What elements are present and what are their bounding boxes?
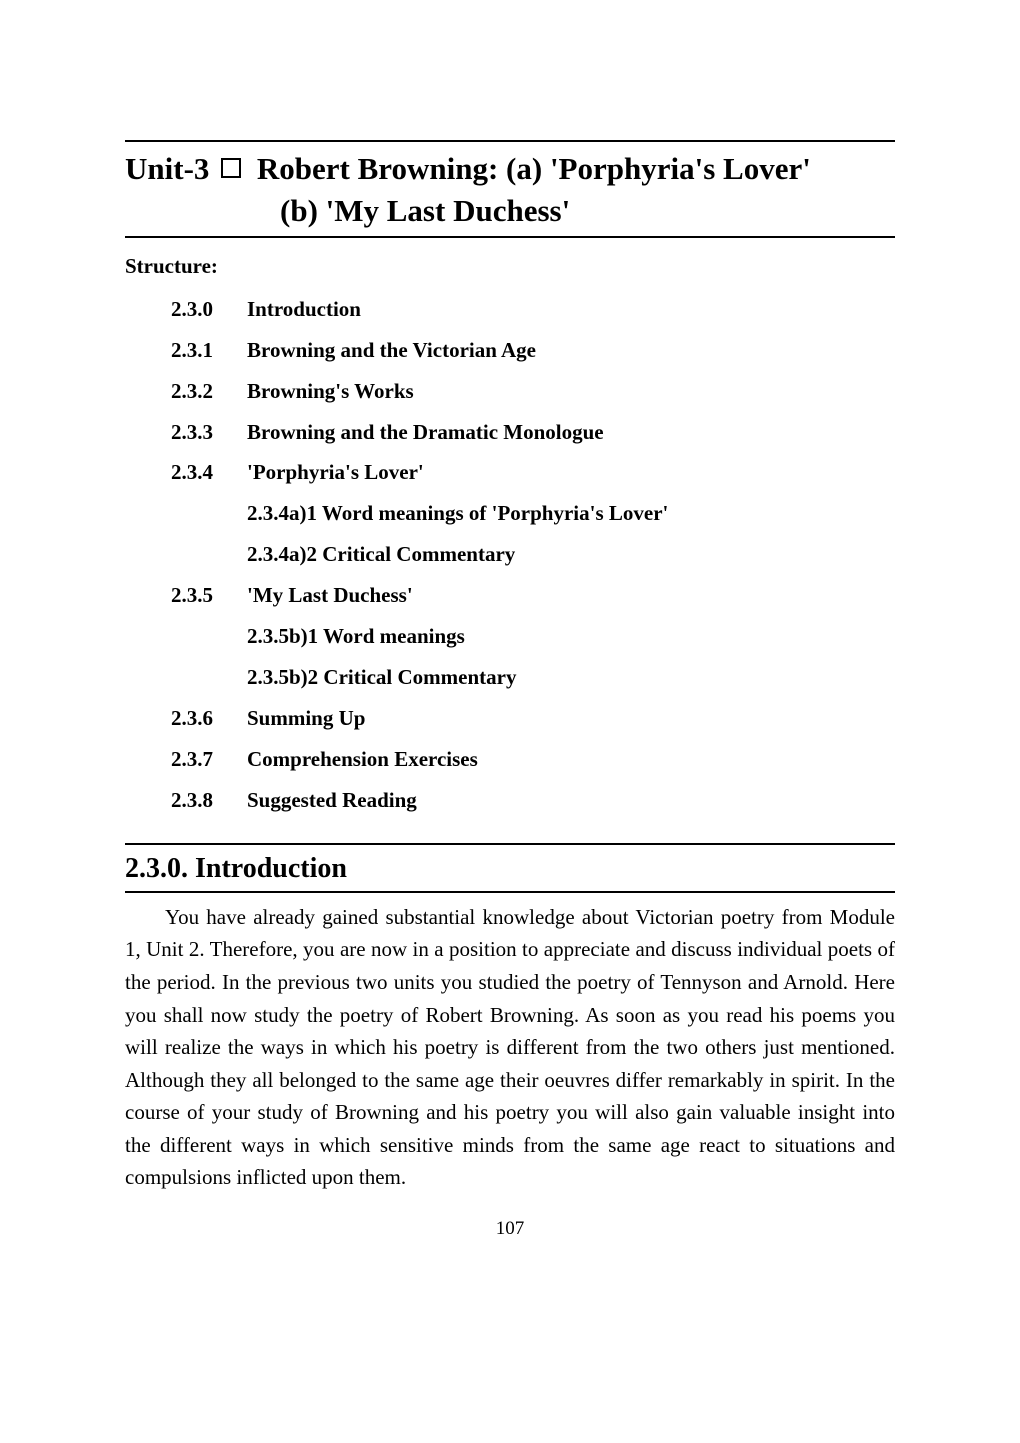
unit-title-line-a: Robert Browning: (a) 'Porphyria's Lover': [257, 151, 811, 186]
toc-num: 2.3.7: [171, 739, 247, 780]
page-number: 107: [125, 1218, 895, 1240]
toc-num: 2.3.5: [171, 575, 247, 616]
toc-num: 2.3.0: [171, 289, 247, 330]
section-heading: 2.3.0. Introduction: [125, 853, 895, 885]
toc-item: 2.3.2 Browning's Works: [171, 371, 895, 412]
toc-item: 2.3.4 'Porphyria's Lover': [171, 452, 895, 493]
rule-top: [125, 140, 895, 142]
toc-item: 2.3.0 Introduction: [171, 289, 895, 330]
toc-num: 2.3.3: [171, 412, 247, 453]
toc-text: Browning and the Victorian Age: [247, 330, 895, 371]
unit-label: Unit-3: [125, 148, 209, 190]
toc-item: 2.3.6 Summing Up: [171, 698, 895, 739]
toc-num: 2.3.8: [171, 780, 247, 821]
toc: 2.3.0 Introduction 2.3.1 Browning and th…: [171, 289, 895, 821]
square-bullet-icon: [221, 158, 241, 178]
toc-subitem: 2.3.5b)2 Critical Commentary: [247, 657, 895, 698]
toc-text: Comprehension Exercises: [247, 739, 895, 780]
toc-text: Introduction: [247, 289, 895, 330]
toc-item: 2.3.8 Suggested Reading: [171, 780, 895, 821]
toc-subitem: 2.3.4a)1 Word meanings of 'Porphyria's L…: [247, 493, 895, 534]
toc-subitem: 2.3.4a)2 Critical Commentary: [247, 534, 895, 575]
toc-item: 2.3.3 Browning and the Dramatic Monologu…: [171, 412, 895, 453]
toc-item: 2.3.1 Browning and the Victorian Age: [171, 330, 895, 371]
toc-num: 2.3.6: [171, 698, 247, 739]
unit-title: Unit-3 Robert Browning: (a) 'Porphyria's…: [125, 148, 895, 232]
toc-num: 2.3.4: [171, 452, 247, 493]
toc-text: Browning and the Dramatic Monologue: [247, 412, 895, 453]
section-body: You have already gained substantial know…: [125, 901, 895, 1194]
structure-label: Structure:: [125, 254, 895, 279]
unit-title-line-b: (b) 'My Last Duchess': [125, 190, 895, 232]
toc-text: Summing Up: [247, 698, 895, 739]
toc-text: Suggested Reading: [247, 780, 895, 821]
toc-num: 2.3.2: [171, 371, 247, 412]
toc-num: 2.3.1: [171, 330, 247, 371]
rule-below-section-heading: [125, 891, 895, 893]
rule-above-section: [125, 843, 895, 845]
rule-under-title: [125, 236, 895, 238]
toc-item: 2.3.7 Comprehension Exercises: [171, 739, 895, 780]
toc-text: Browning's Works: [247, 371, 895, 412]
toc-item: 2.3.5 'My Last Duchess': [171, 575, 895, 616]
toc-text: 'My Last Duchess': [247, 575, 895, 616]
toc-subitem: 2.3.5b)1 Word meanings: [247, 616, 895, 657]
toc-text: 'Porphyria's Lover': [247, 452, 895, 493]
page: Unit-3 Robert Browning: (a) 'Porphyria's…: [0, 0, 1020, 1300]
